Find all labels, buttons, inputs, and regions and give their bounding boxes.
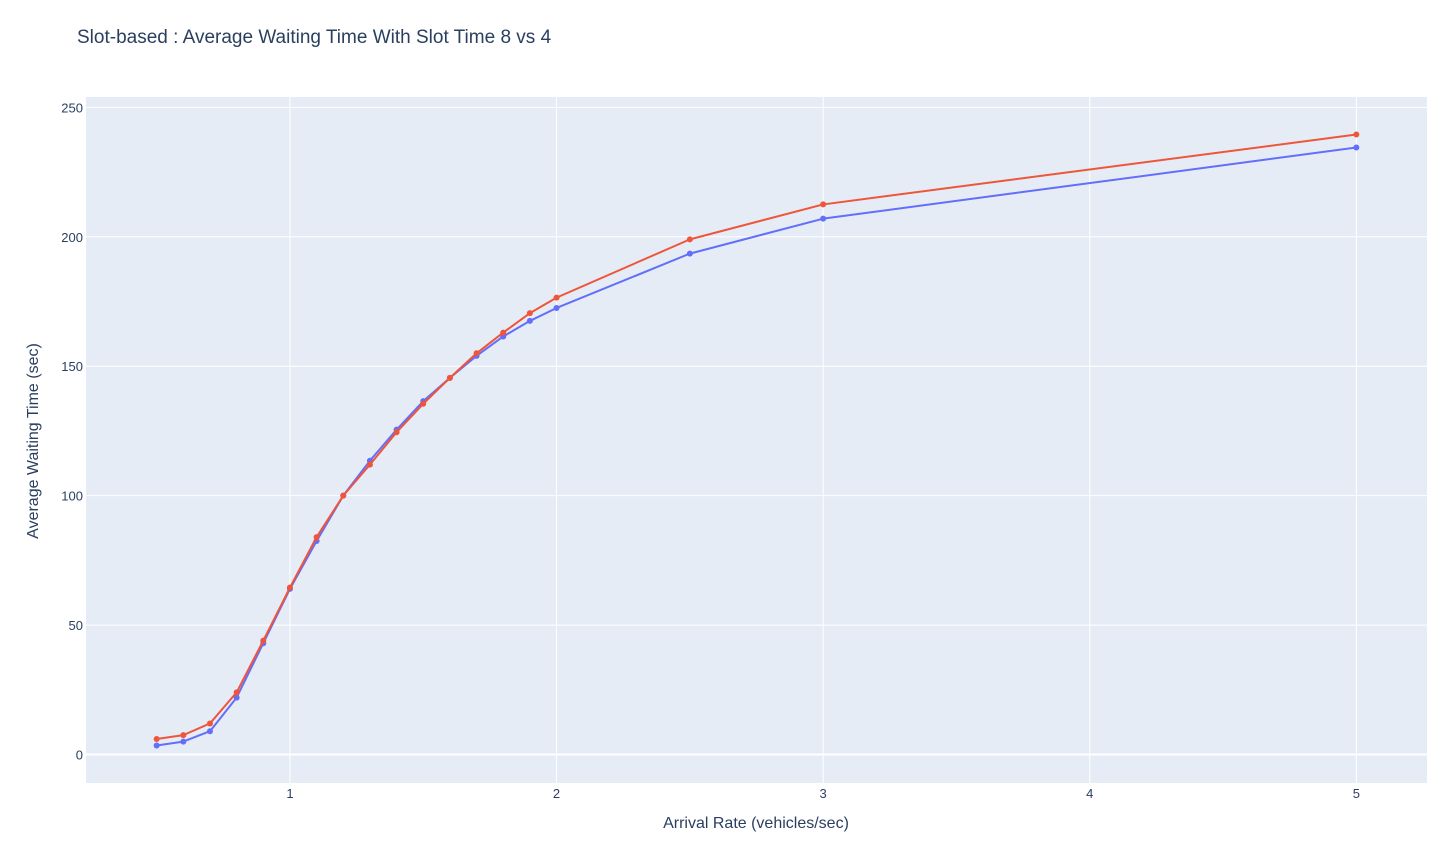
series-2-point[interactable]	[180, 732, 187, 739]
series-1-point[interactable]	[206, 728, 213, 735]
series-2-point[interactable]	[260, 637, 267, 644]
y-tick-label: 100	[61, 489, 83, 504]
tick-labels: 0 50 100 150 200 250 1 2 3 4 5	[61, 100, 1360, 801]
y-tick-label: 0	[76, 748, 83, 763]
series-2-point[interactable]	[1353, 131, 1360, 138]
series-2-point[interactable]	[526, 310, 533, 317]
series-2-point[interactable]	[686, 236, 693, 243]
y-tick-label: 250	[61, 100, 83, 115]
x-tick-label: 4	[1086, 786, 1093, 801]
series-1-point[interactable]	[686, 250, 693, 257]
x-tick-label: 3	[820, 786, 827, 801]
series-2-point[interactable]	[340, 492, 347, 499]
series-1-point[interactable]	[153, 742, 160, 749]
series-1-point[interactable]	[180, 738, 187, 745]
series-2-point[interactable]	[446, 374, 453, 381]
series-2-point[interactable]	[153, 735, 160, 742]
series-1-point[interactable]	[553, 304, 560, 311]
x-axis-title: Arrival Rate (vehicles/sec)	[663, 815, 849, 832]
x-tick-label: 2	[553, 786, 560, 801]
series-2-point[interactable]	[313, 534, 320, 541]
series-2-point[interactable]	[500, 329, 507, 336]
series-2-point[interactable]	[553, 294, 560, 301]
series-1-point[interactable]	[526, 317, 533, 324]
y-tick-label: 200	[61, 230, 83, 245]
series-2-point[interactable]	[206, 720, 213, 727]
series-2	[153, 131, 1360, 742]
plot-background	[86, 97, 1427, 783]
series-2-point[interactable]	[366, 461, 373, 468]
series-1-point[interactable]	[233, 694, 240, 701]
series-2-point[interactable]	[286, 584, 293, 591]
x-tick-label: 5	[1353, 786, 1360, 801]
y-axis-title: Average Waiting Time (sec)	[25, 343, 42, 539]
series-layer	[153, 131, 1360, 749]
series-2-point[interactable]	[420, 400, 427, 407]
series-2-point[interactable]	[233, 689, 240, 696]
chart-title: Slot-based : Average Waiting Time With S…	[77, 27, 552, 48]
y-tick-label: 150	[61, 359, 83, 374]
series-2-point[interactable]	[393, 429, 400, 436]
series-1-point[interactable]	[820, 215, 827, 222]
series-2-point[interactable]	[820, 201, 827, 208]
y-tick-label: 50	[69, 618, 83, 633]
series-2-point[interactable]	[473, 350, 480, 357]
series-1-point[interactable]	[1353, 144, 1360, 151]
x-tick-label: 1	[286, 786, 293, 801]
